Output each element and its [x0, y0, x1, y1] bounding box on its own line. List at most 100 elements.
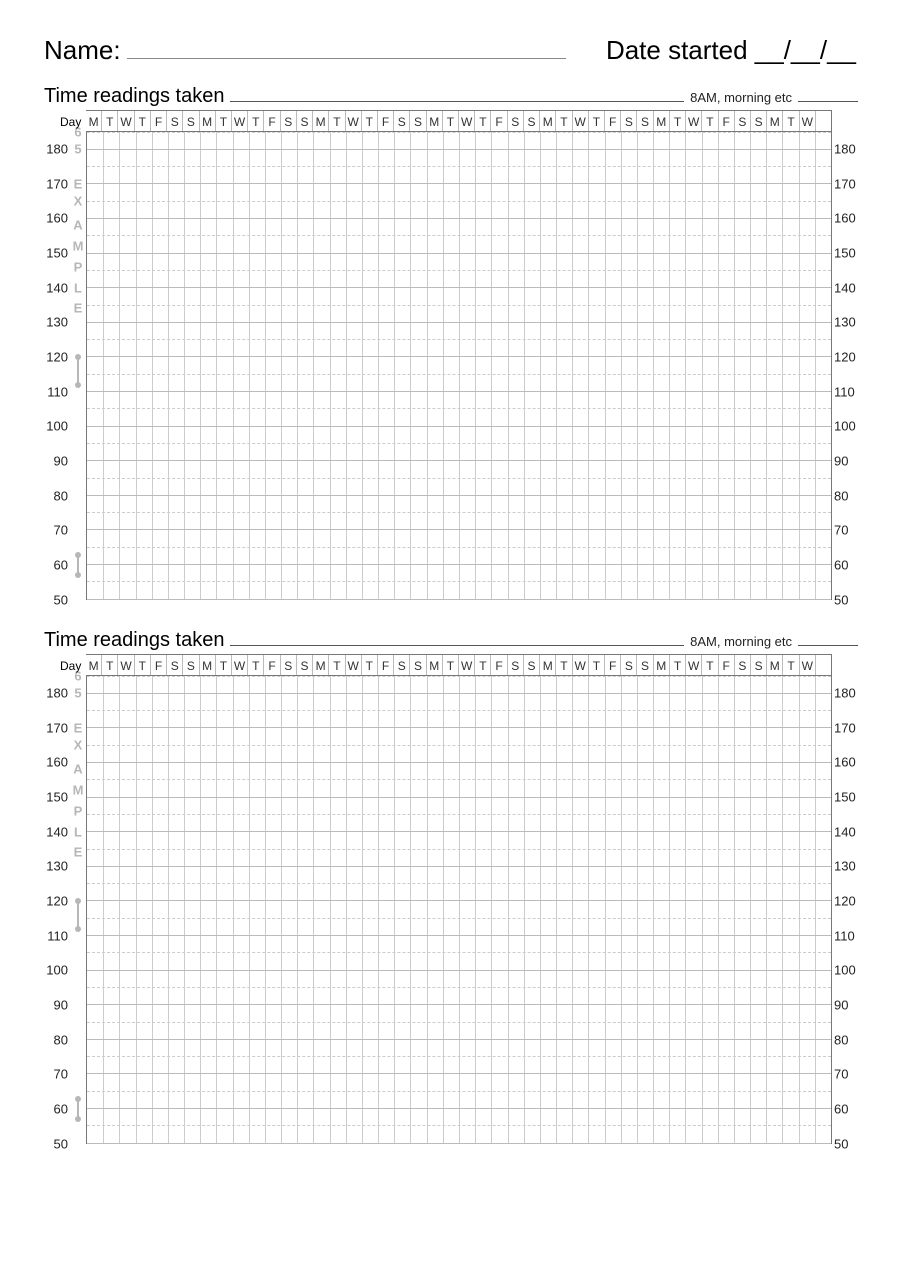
- chart-title: Time readings taken: [44, 629, 224, 652]
- day-header-cell: F: [605, 111, 621, 131]
- day-header-cell: M: [767, 655, 783, 675]
- grid-lines: [86, 132, 832, 600]
- y-tick-label: 160: [834, 756, 866, 769]
- grid-hline-minor: [87, 1022, 831, 1023]
- grid-hline-minor: [87, 408, 831, 409]
- example-marker-icon: [75, 1099, 81, 1120]
- day-header-cell: M: [86, 655, 102, 675]
- y-tick-label: 70: [834, 524, 866, 537]
- y-tick-label: 90: [834, 998, 866, 1011]
- grid-hline-major: [87, 529, 831, 530]
- watermark-char: 5: [70, 686, 86, 699]
- y-tick-label: 160: [36, 212, 68, 225]
- y-tick-label: 140: [36, 281, 68, 294]
- day-header-cell: S: [410, 111, 426, 131]
- y-axis-right: 1801701601501401301201101009080706050: [832, 132, 864, 600]
- day-header-cell: S: [621, 655, 637, 675]
- y-tick-label: 60: [36, 1102, 68, 1115]
- watermark-char: L: [70, 825, 86, 838]
- title-input-line-2[interactable]: [798, 84, 858, 102]
- grid-hline-major: [87, 797, 831, 798]
- y-tick-label: 140: [834, 281, 866, 294]
- day-header-cell: S: [167, 111, 183, 131]
- grid-hline-minor: [87, 1056, 831, 1057]
- y-tick-label: 120: [834, 894, 866, 907]
- grid-hline-minor: [87, 987, 831, 988]
- example-watermark: 65EXAMPLE: [70, 132, 86, 600]
- grid-hline-major: [87, 564, 831, 565]
- y-tick-label: 90: [36, 454, 68, 467]
- y-tick-label: 160: [834, 212, 866, 225]
- grid-hline-major: [87, 900, 831, 901]
- grid-hline-major: [87, 1004, 831, 1005]
- day-header-cell: W: [800, 655, 816, 675]
- grid-hline-minor: [87, 710, 831, 711]
- day-header-cell: T: [670, 111, 686, 131]
- day-header-cell: S: [410, 655, 426, 675]
- day-header-cell: T: [102, 655, 118, 675]
- grid-hline-major: [87, 253, 831, 254]
- day-header-cell: S: [281, 655, 297, 675]
- day-header-cell: F: [378, 111, 394, 131]
- grid-hline-minor: [87, 166, 831, 167]
- grid-hline-minor: [87, 1091, 831, 1092]
- y-tick-label: 90: [36, 998, 68, 1011]
- y-tick-label: 100: [36, 420, 68, 433]
- y-axis-left: 1801701601501401301201101009080706050: [36, 132, 68, 600]
- grid-hline-minor: [87, 478, 831, 479]
- grid-hline-minor: [87, 339, 831, 340]
- title-input-line[interactable]: [230, 628, 684, 646]
- grid-hline-major: [87, 1073, 831, 1074]
- day-header-cell: S: [751, 111, 767, 131]
- name-input-line[interactable]: [127, 30, 566, 59]
- day-header-cell: M: [200, 655, 216, 675]
- grid-hline-minor: [87, 443, 831, 444]
- grid-hline-major: [87, 599, 831, 600]
- day-header-cell: M: [427, 111, 443, 131]
- day-header-cell: S: [524, 655, 540, 675]
- grid-hline-minor: [87, 201, 831, 202]
- day-header-cell: S: [297, 111, 313, 131]
- page-header: Name: Date started __/__/__: [36, 30, 864, 66]
- day-header-cell: W: [346, 111, 362, 131]
- day-header-cell: S: [394, 111, 410, 131]
- name-field: Name:: [44, 30, 606, 66]
- grid-hline-major: [87, 1143, 831, 1144]
- watermark-char: P: [70, 804, 86, 817]
- watermark-char: 5: [70, 142, 86, 155]
- day-header-cell: F: [491, 655, 507, 675]
- y-tick-label: 50: [36, 593, 68, 606]
- day-header-cell: T: [443, 655, 459, 675]
- day-header-cell: F: [264, 111, 280, 131]
- title-input-line[interactable]: [230, 84, 684, 102]
- y-tick-label: 100: [834, 420, 866, 433]
- day-header-cell: S: [508, 655, 524, 675]
- watermark-char: A: [70, 219, 86, 232]
- grid-hline-major: [87, 149, 831, 150]
- grid-hline-major: [87, 693, 831, 694]
- day-header-cell: [816, 111, 832, 131]
- grid-hline-minor: [87, 235, 831, 236]
- grid-hline-major: [87, 1108, 831, 1109]
- watermark-char: E: [70, 721, 86, 734]
- grid-hline-major: [87, 495, 831, 496]
- day-header-cell: S: [751, 655, 767, 675]
- grid-hline-minor: [87, 270, 831, 271]
- day-header-cell: M: [540, 111, 556, 131]
- y-tick-label: 130: [834, 316, 866, 329]
- y-tick-label: 80: [36, 1033, 68, 1046]
- day-header-row: DayMTWTFSSMTWTFSSMTWTFSSMTWTFSSMTWTFSSMT…: [86, 110, 832, 132]
- grid-hline-major: [87, 762, 831, 763]
- y-tick-label: 80: [36, 489, 68, 502]
- day-header-cell: S: [183, 111, 199, 131]
- y-tick-label: 110: [834, 385, 866, 398]
- y-tick-label: 160: [36, 756, 68, 769]
- grid-hline-major: [87, 218, 831, 219]
- grid-hline-major: [87, 356, 831, 357]
- day-header-cell: T: [216, 111, 232, 131]
- title-input-line-2[interactable]: [798, 628, 858, 646]
- grid-hline-major: [87, 970, 831, 971]
- y-axis-left: 1801701601501401301201101009080706050: [36, 676, 68, 1144]
- day-header-cell: T: [329, 655, 345, 675]
- example-marker-icon: [75, 555, 81, 576]
